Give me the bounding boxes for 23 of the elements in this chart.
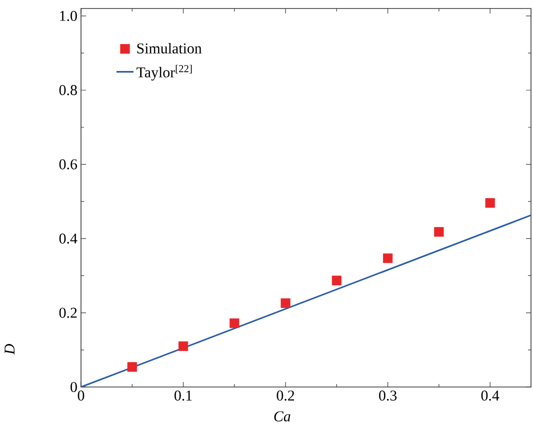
point xyxy=(434,227,444,237)
y-axis-title: D xyxy=(4,344,14,355)
point xyxy=(485,198,495,208)
x-tick-label: 0.3 xyxy=(379,390,397,401)
point xyxy=(383,253,393,264)
point xyxy=(280,298,290,308)
point xyxy=(332,276,342,286)
x-tick-label: 0.2 xyxy=(276,390,294,401)
y-tick-label: 0.2 xyxy=(59,308,77,318)
y-tick-label: 0.4 xyxy=(59,233,78,244)
legend-label: Taylor$^{[22]}$ xyxy=(136,64,192,80)
y-tick-label: 0 xyxy=(70,382,77,392)
y-tick-label: 0.8 xyxy=(59,85,77,96)
x-tick-label: 0.1 xyxy=(174,390,192,401)
point xyxy=(230,318,240,328)
point xyxy=(178,341,188,351)
x-axis-title: Ca xyxy=(274,411,290,422)
y-tick-label: 1.0 xyxy=(60,10,77,21)
x-tick-label: 0.4 xyxy=(481,390,500,401)
legend-label: Simulation xyxy=(137,42,202,54)
x-tick-label: 0 xyxy=(78,390,84,401)
point xyxy=(127,362,137,372)
y-tick-label: 0.6 xyxy=(59,159,78,170)
